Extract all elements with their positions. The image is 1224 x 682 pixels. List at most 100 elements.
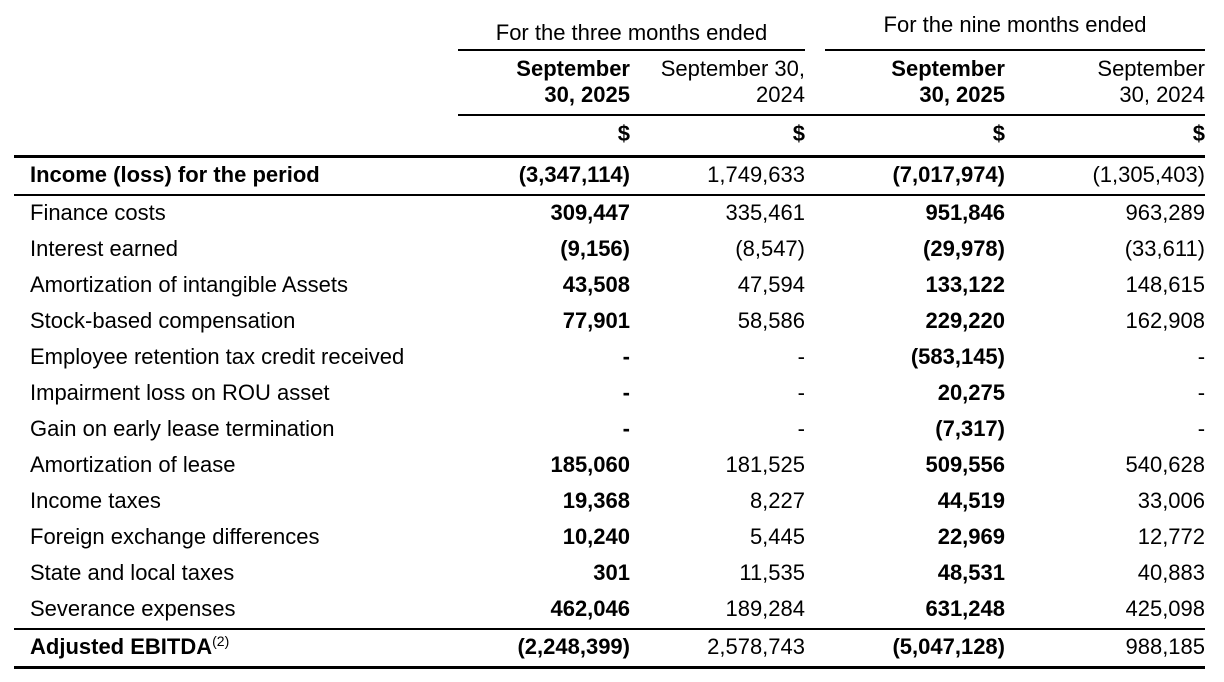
row-value: 19,368: [562, 488, 630, 513]
currency-symbol: $: [992, 121, 1005, 146]
table-row: Finance costs 309,447 335,461 951,846 96…: [14, 195, 1205, 232]
date-header-line: September: [891, 56, 1005, 81]
row-value: 425,098: [1125, 596, 1206, 621]
row-value: 189,284: [725, 596, 805, 621]
column-date-header-3mo-2025: September 30, 2025: [458, 50, 630, 116]
table-row: Severance expenses 462,046 189,284 631,2…: [14, 592, 1205, 629]
column-gap: [805, 115, 825, 157]
row-value: 185,060: [550, 452, 630, 477]
column-gap: [805, 155, 825, 196]
row-value: 462,046: [550, 596, 630, 621]
row-value: 20,275: [937, 380, 1005, 405]
column-date-header-9mo-2025: September 30, 2025: [825, 50, 1005, 116]
row-value: (5,047,128): [825, 628, 1005, 669]
row-value: 509,556: [925, 452, 1005, 477]
row-value: 58,586: [737, 308, 805, 333]
column-gap: [805, 520, 825, 556]
currency-row: $ $ $ $: [14, 115, 1205, 157]
column-gap: [805, 628, 825, 669]
table-row: Amortization of intangible Assets 43,508…: [14, 268, 1205, 304]
table-row: Stock-based compensation 77,901 58,586 2…: [14, 304, 1205, 340]
column-date-header-9mo-2024: September 30, 2024: [1005, 50, 1206, 116]
row-value: (1,305,403): [1005, 155, 1206, 196]
table-row: Amortization of lease 185,060 181,525 50…: [14, 448, 1205, 484]
row-value: 40,883: [1137, 560, 1206, 585]
row-label: Severance expenses: [30, 596, 236, 621]
row-value: (8,547): [735, 236, 805, 261]
column-gap: [805, 340, 825, 376]
row-value: -: [622, 344, 630, 369]
row-value: 5,445: [749, 524, 805, 549]
column-gap: [805, 304, 825, 340]
column-gap: [805, 376, 825, 412]
row-label: Income (loss) for the period: [14, 155, 458, 196]
row-value: 301: [593, 560, 630, 585]
table-row: Interest earned (9,156) (8,547) (29,978)…: [14, 232, 1205, 268]
date-header-line: September: [1097, 56, 1206, 81]
header-spacer: [14, 50, 458, 115]
row-value: 44,519: [937, 488, 1005, 513]
row-value: 48,531: [937, 560, 1005, 585]
table-body: Income (loss) for the period (3,347,114)…: [14, 155, 1206, 669]
table-row: Impairment loss on ROU asset - - 20,275 …: [14, 376, 1205, 412]
row-value: 631,248: [925, 596, 1005, 621]
row-value: -: [1197, 344, 1206, 369]
row-label: Foreign exchange differences: [30, 524, 320, 549]
row-value: 540,628: [1125, 452, 1206, 477]
row-value: 181,525: [725, 452, 805, 477]
column-date-header-3mo-2024: September 30, 2024: [630, 50, 805, 116]
row-value: (33,611): [1124, 236, 1206, 261]
row-value: (583,145): [910, 344, 1005, 369]
period-group-nine-months: For the nine months ended: [825, 8, 1206, 51]
footnote-marker: (2): [212, 633, 230, 649]
table-row: Foreign exchange differences 10,240 5,44…: [14, 520, 1205, 556]
row-value: 12,772: [1137, 524, 1206, 549]
table-row: Adjusted EBITDA(2) (2,248,399) 2,578,743…: [14, 628, 1206, 669]
row-value: 11,535: [739, 560, 805, 585]
row-label: Gain on early lease termination: [30, 416, 335, 441]
row-value: 951,846: [925, 200, 1005, 225]
table-row: Income taxes 19,368 8,227 44,519 33,006: [14, 484, 1205, 520]
row-value: (2,248,399): [458, 628, 630, 669]
row-value: 77,901: [562, 308, 630, 333]
row-label: Income taxes: [30, 488, 161, 513]
row-value: (9,156): [560, 236, 630, 261]
date-header-line: 30, 2025: [544, 82, 630, 107]
row-value: 10,240: [562, 524, 630, 549]
row-value: 8,227: [749, 488, 805, 513]
period-group-three-months: For the three months ended: [458, 8, 805, 51]
row-value: (7,017,974): [825, 155, 1005, 196]
row-value: -: [622, 380, 630, 405]
row-label: Stock-based compensation: [30, 308, 296, 333]
row-value: -: [622, 416, 630, 441]
row-value: -: [797, 344, 805, 369]
column-gap: [805, 412, 825, 448]
row-label: Impairment loss on ROU asset: [30, 380, 330, 405]
row-value: (3,347,114): [458, 155, 630, 196]
row-value: 229,220: [925, 308, 1005, 333]
table-row: Gain on early lease termination - - (7,3…: [14, 412, 1205, 448]
row-value: 2,578,743: [630, 628, 805, 669]
row-value: 43,508: [562, 272, 630, 297]
row-label: Amortization of lease: [30, 452, 236, 477]
row-value: -: [797, 380, 805, 405]
row-value: 133,122: [925, 272, 1005, 297]
ebitda-reconciliation-table: For the three months ended For the nine …: [14, 8, 1206, 669]
column-gap: [805, 268, 825, 304]
row-value: -: [1197, 416, 1206, 441]
header-spacer: [14, 115, 458, 157]
row-label: Interest earned: [30, 236, 178, 261]
row-value: 47,594: [737, 272, 805, 297]
currency-symbol: $: [792, 121, 805, 146]
row-value: -: [1197, 380, 1206, 405]
row-value: 963,289: [1125, 200, 1206, 225]
column-gap: [805, 232, 825, 268]
column-gap: [805, 195, 825, 232]
row-value: (29,978): [923, 236, 1005, 261]
column-gap: [805, 50, 825, 116]
table-row: Income (loss) for the period (3,347,114)…: [14, 155, 1206, 196]
column-gap: [805, 592, 825, 629]
row-value: (7,317): [935, 416, 1005, 441]
date-header-line: September: [516, 56, 630, 81]
row-value: 1,749,633: [630, 155, 805, 196]
